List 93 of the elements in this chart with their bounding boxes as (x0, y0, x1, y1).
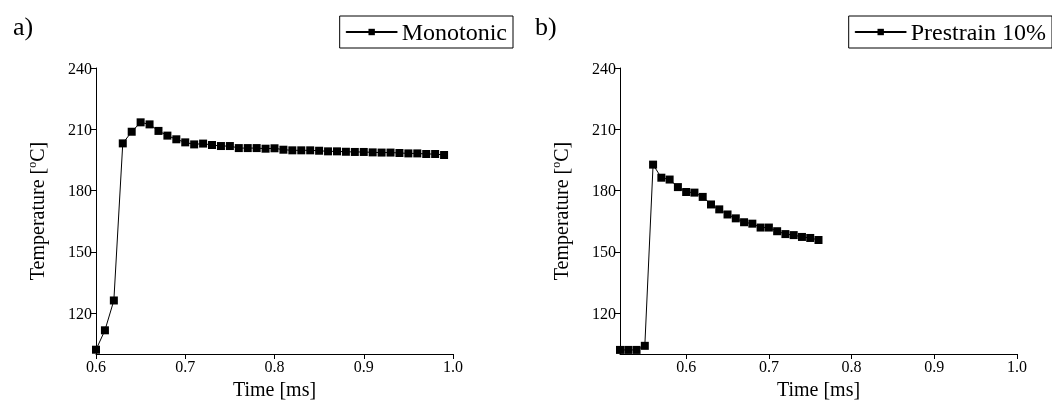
point (386, 148, 395, 157)
point (640, 341, 649, 350)
point (279, 145, 288, 154)
point (315, 146, 324, 155)
point (413, 149, 422, 158)
point (665, 175, 674, 184)
x-tick-label: 1.0 (443, 357, 463, 375)
point (199, 139, 208, 148)
point (243, 144, 252, 153)
point (324, 147, 333, 156)
point (208, 141, 217, 150)
point (270, 144, 279, 153)
point (706, 200, 715, 209)
point (404, 149, 413, 158)
y-tick-label: 210 (592, 120, 616, 138)
x-tick-label: 0.6 (676, 357, 697, 375)
y-tick-label: 180 (68, 182, 92, 200)
point (690, 188, 699, 197)
point (673, 183, 682, 192)
point (748, 219, 757, 228)
point (440, 151, 449, 160)
point (797, 232, 806, 241)
point (145, 120, 154, 129)
point (109, 296, 118, 305)
point (756, 223, 765, 232)
point (740, 218, 749, 227)
point (624, 345, 633, 354)
point (341, 147, 350, 156)
point (154, 126, 163, 135)
x-tick-label: 0.6 (86, 357, 106, 375)
point (781, 230, 790, 239)
point (632, 345, 641, 354)
y-axis-title: Temperature [oC] (549, 141, 573, 281)
x-tick-label: 0.9 (924, 357, 945, 375)
point (297, 146, 306, 155)
point (789, 231, 798, 240)
point (225, 142, 234, 151)
point (288, 146, 297, 155)
x-tick-label: 0.7 (758, 357, 779, 375)
x-tick-label: 0.9 (353, 357, 374, 375)
point (172, 135, 181, 144)
point (422, 150, 431, 158)
y-tick-label: 180 (592, 182, 616, 200)
point (136, 118, 145, 127)
point (190, 140, 199, 149)
point (715, 205, 724, 214)
x-axis-title: Time [ms] (232, 377, 317, 400)
point (118, 139, 127, 148)
point (395, 148, 404, 157)
legend-label: Monotonic (401, 19, 507, 45)
point (764, 223, 773, 232)
point (261, 144, 270, 153)
point (359, 147, 368, 156)
point (698, 192, 707, 201)
y-tick-label: 240 (68, 59, 92, 77)
x-tick-label: 1.0 (1007, 357, 1027, 375)
point (216, 142, 225, 151)
point (332, 147, 341, 156)
point (731, 214, 740, 223)
point (616, 345, 624, 354)
x-tick-label: 0.8 (841, 357, 862, 375)
x-axis-title: Time [ms] (776, 377, 861, 400)
point (431, 150, 440, 158)
y-tick-label: 150 (68, 243, 92, 261)
point (163, 131, 172, 140)
point (306, 146, 315, 155)
point (649, 160, 658, 169)
point (252, 144, 261, 153)
point (350, 147, 359, 156)
y-tick-label: 150 (592, 243, 616, 261)
legend-label: Prestrain 10% (910, 19, 1047, 45)
point (127, 127, 136, 136)
y-axis-title: Temperature [oC] (25, 141, 49, 281)
point (377, 148, 386, 157)
chart-title: b) (535, 11, 557, 41)
point (181, 138, 190, 147)
y-tick-label: 240 (592, 59, 616, 77)
y-tick-label: 120 (68, 304, 92, 322)
point (814, 236, 823, 245)
y-tick-label: 120 (592, 304, 616, 322)
point (773, 227, 782, 236)
point (682, 188, 691, 196)
point (368, 148, 377, 157)
point (723, 210, 732, 219)
point (100, 326, 109, 335)
point (657, 173, 666, 182)
chart-title: a) (13, 11, 34, 41)
x-tick-label: 0.8 (264, 357, 285, 375)
point (806, 233, 815, 242)
point (234, 144, 243, 153)
x-tick-label: 0.7 (175, 357, 196, 375)
point (92, 345, 100, 354)
y-tick-label: 210 (68, 120, 92, 138)
